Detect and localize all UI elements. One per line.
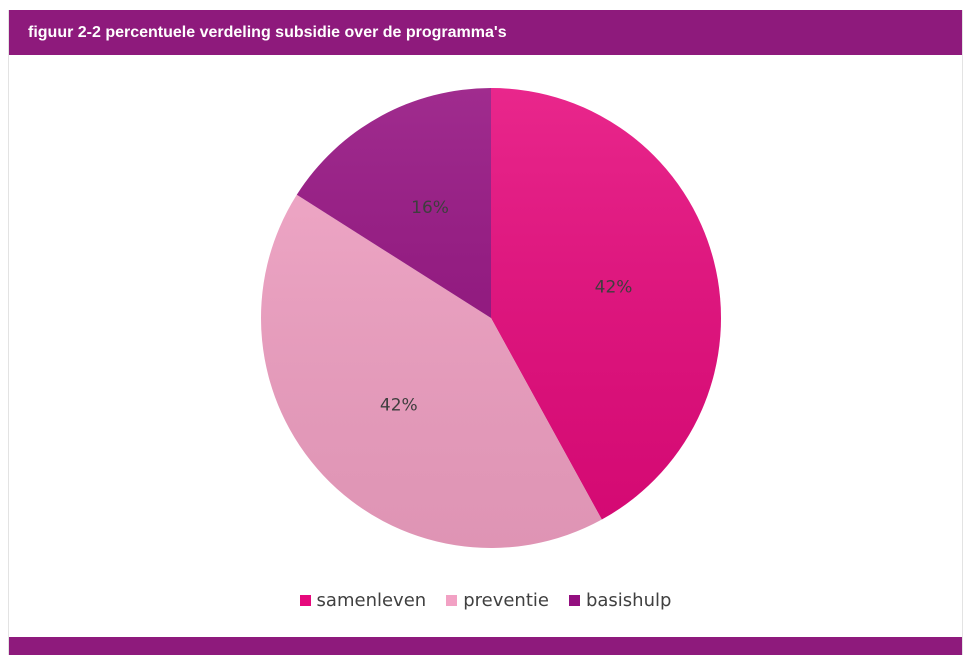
data-label-samenleven: 42%	[595, 278, 633, 298]
data-label-basishulp: 16%	[411, 198, 449, 218]
chart-frame: figuur 2-2 percentuele verdeling subsidi…	[8, 10, 963, 655]
pie-chart: 42% 42% 16%	[260, 88, 721, 549]
legend-item-samenleven: samenleven	[299, 590, 427, 611]
legend-label: preventie	[463, 590, 549, 611]
legend-label: basishulp	[585, 590, 672, 611]
legend: samenleven preventie basishulp	[9, 590, 962, 611]
legend-item-preventie: preventie	[446, 590, 549, 611]
pie-shading	[261, 88, 721, 548]
footer-bar	[9, 637, 962, 655]
pie-labels: 42% 42% 16%	[380, 198, 633, 415]
legend-item-basishulp: basishulp	[568, 590, 672, 611]
legend-label: samenleven	[316, 590, 427, 611]
data-label-preventie: 42%	[380, 396, 418, 416]
figure-title: figuur 2-2 percentuele verdeling subsidi…	[9, 10, 962, 55]
legend-swatch	[446, 595, 458, 606]
legend-swatch	[568, 595, 580, 606]
legend-swatch	[299, 595, 311, 606]
